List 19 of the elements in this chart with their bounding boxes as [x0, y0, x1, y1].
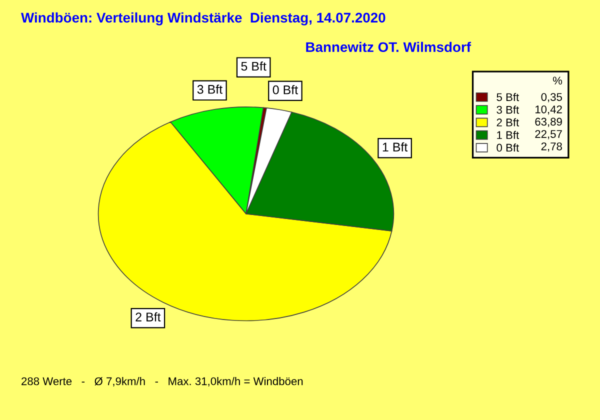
legend-label: 5 Bft [496, 92, 520, 102]
data-label: 63,89 [535, 118, 562, 127]
data-label: 22,57 [535, 130, 562, 140]
chart-subtitle: Bannewitz OT. Wilmsdorf [306, 42, 472, 52]
slice-label: 3 Bft [197, 84, 222, 94]
legend-label: 0 Bft [496, 144, 520, 152]
text: 288 Werte - Ø 7,9km/h - Max. 31,0km/h = Windböen [22, 377, 303, 386]
data-label: 10,42 [535, 105, 562, 115]
data-label: 2,78 [541, 142, 562, 152]
data-label: 0,35 [541, 93, 562, 102]
legend-label: 2 Bft [496, 118, 520, 126]
slice-label: 0 Bft [272, 85, 298, 94]
slice-label: 5 Bft [241, 62, 266, 71]
slice-label: 1 Bft [382, 142, 408, 152]
legend-label: 1 Bft [497, 130, 520, 140]
legend-title: % [552, 76, 562, 84]
category-label: 2 Bft [136, 312, 161, 322]
chart-title: Windböen: Verteilung Windstärke Dienstag, 14.07.2020 [21, 12, 386, 26]
legend-label: 3 Bft [496, 106, 520, 114]
